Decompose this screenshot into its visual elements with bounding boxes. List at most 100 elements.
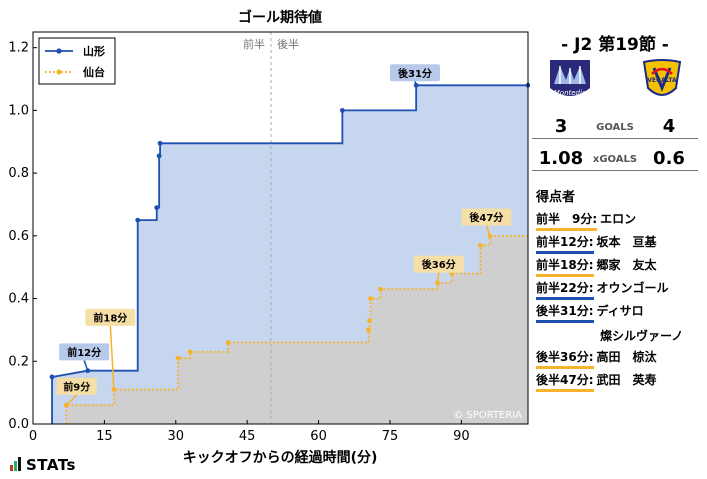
annotation-box-2 xyxy=(56,377,97,395)
legend-label-1: 仙台 xyxy=(83,65,105,79)
scorer-time: 後半36分: xyxy=(536,348,594,369)
scorer-name: ディサロ xyxy=(596,304,644,318)
plot-frame xyxy=(32,31,529,425)
y-tick-label-6: 1.2 xyxy=(8,41,29,56)
annotation-label-3: 前18分 xyxy=(93,311,127,324)
annotation-leader-2 xyxy=(65,394,78,406)
series-area-1 xyxy=(66,235,528,424)
watermark: © SPORTERIA xyxy=(453,410,522,421)
annotation-leader-4 xyxy=(485,225,491,237)
annotation-label-0: 後31分 xyxy=(398,67,432,80)
series-1-point-7 xyxy=(368,296,373,301)
away-xg: 0.6 xyxy=(653,148,685,169)
series-0-point-5 xyxy=(157,140,163,146)
scorer-name: 坂本 亘基 xyxy=(596,235,657,249)
scorer-item: 後半31分: ディサロ燦シルヴァーノ xyxy=(536,302,683,343)
series-1-point-5 xyxy=(366,327,371,333)
scorer-item: 後半47分: 武田 英寿 xyxy=(536,371,657,392)
scorer-item: 前半22分: オウンゴール xyxy=(536,279,669,300)
x-tick-label-2: 30 xyxy=(168,429,185,444)
goals-row: 3 GOALS 4 xyxy=(532,116,698,142)
stats-logo: STATs xyxy=(10,456,76,475)
scorer-item: 前半 9分: エロン xyxy=(536,210,636,231)
x-axis-label: キックオフからの経過時間(分) xyxy=(183,449,378,466)
y-tick-label-2: 0.4 xyxy=(8,292,29,307)
svg-text:Montedio: Montedio xyxy=(554,89,586,97)
brand-name: STATs xyxy=(26,456,76,474)
series-0-point-2 xyxy=(135,217,141,223)
annotation-box-5 xyxy=(413,255,464,273)
scorer-time: 前半 9分: xyxy=(536,210,598,231)
y-tick-label-0: 0.0 xyxy=(8,417,29,432)
legend-box xyxy=(38,37,116,85)
y-tick-label-3: 0.6 xyxy=(8,229,29,244)
series-1-point-2 xyxy=(175,355,181,361)
series-0-point-0 xyxy=(49,374,55,380)
legend-label-0: 山形 xyxy=(83,44,105,58)
y-tick-label-5: 1.0 xyxy=(8,103,29,118)
scorer-name: 高田 椋汰 xyxy=(596,350,657,364)
annotation-label-2: 前9分 xyxy=(63,380,90,393)
annotation-label-5: 後36分 xyxy=(422,258,456,271)
annotation-leader-1 xyxy=(83,360,89,371)
series-0-point-4 xyxy=(156,153,162,159)
annotation-leader-0 xyxy=(414,81,417,86)
goals-label: GOALS xyxy=(596,122,634,133)
x-tick-label-3: 45 xyxy=(239,429,256,444)
svg-text:VEGALTA: VEGALTA xyxy=(647,77,677,84)
annotation-box-0 xyxy=(389,64,440,82)
match-title: - J2 第19節 - xyxy=(561,35,669,55)
scorer-time: 後半31分: xyxy=(536,302,594,323)
scorer-name: 武田 英寿 xyxy=(596,373,657,387)
match-panel: - J2 第19節 - Montedio VEGALTA 3 GOALS 4 1… xyxy=(532,0,704,400)
divider xyxy=(532,170,698,171)
chart-title: ゴール期待値 xyxy=(238,9,322,26)
series-1-point-6 xyxy=(367,318,372,323)
scorer-item: 後半36分: 高田 椋汰 xyxy=(536,348,657,369)
annotation-leader-3 xyxy=(109,325,115,390)
xg-row: 1.08 xGOALS 0.6 xyxy=(532,148,698,174)
bar-chart-icon xyxy=(10,457,22,475)
scorers-heading: 得点者 xyxy=(536,190,576,205)
x-tick-label-1: 15 xyxy=(96,429,113,444)
scorer-name: オウンゴール xyxy=(596,281,669,295)
scorer-name-line2: 燦シルヴァーノ xyxy=(600,329,684,343)
away-goals: 4 xyxy=(662,116,676,137)
scorer-name: エロン xyxy=(600,212,637,226)
series-0-point-6 xyxy=(339,108,345,113)
x-tick-label-5: 75 xyxy=(382,429,399,444)
x-tick-label-0: 0 xyxy=(29,429,37,444)
scorer-time: 後半47分: xyxy=(536,371,594,392)
annotation-label-1: 前12分 xyxy=(67,346,101,359)
scorer-item: 前半12分: 坂本 亘基 xyxy=(536,233,657,254)
xg-label: xGOALS xyxy=(592,154,638,165)
annotation-leader-5 xyxy=(436,272,440,283)
first-half-label: 前半 xyxy=(243,37,265,51)
home-crest-icon: Montedio xyxy=(550,60,590,97)
series-0-point-3 xyxy=(154,205,160,211)
scorer-item: 前半18分: 郷家 友太 xyxy=(536,256,657,277)
y-tick-label-4: 0.8 xyxy=(8,166,29,181)
annotation-box-1 xyxy=(59,343,110,361)
x-tick-label-4: 60 xyxy=(310,429,327,444)
divider xyxy=(532,138,698,139)
annotation-box-3 xyxy=(85,308,136,326)
scorer-time: 前半22分: xyxy=(536,279,594,300)
scorer-time: 前半18分: xyxy=(536,256,594,277)
x-tick-label-6: 90 xyxy=(453,429,470,444)
home-goals: 3 xyxy=(554,116,568,137)
y-tick-label-1: 0.2 xyxy=(8,354,29,369)
series-1-point-11 xyxy=(478,242,483,248)
annotation-label-4: 後47分 xyxy=(469,211,503,224)
home-xg: 1.08 xyxy=(538,148,584,169)
series-1-point-3 xyxy=(187,349,193,355)
annotation-box-4 xyxy=(461,208,512,226)
second-half-label: 後半 xyxy=(277,37,299,51)
series-1-point-8 xyxy=(378,286,383,292)
scorer-time: 前半12分: xyxy=(536,233,594,254)
legend-marker-1 xyxy=(56,69,62,75)
scorer-name: 郷家 友太 xyxy=(596,258,657,272)
